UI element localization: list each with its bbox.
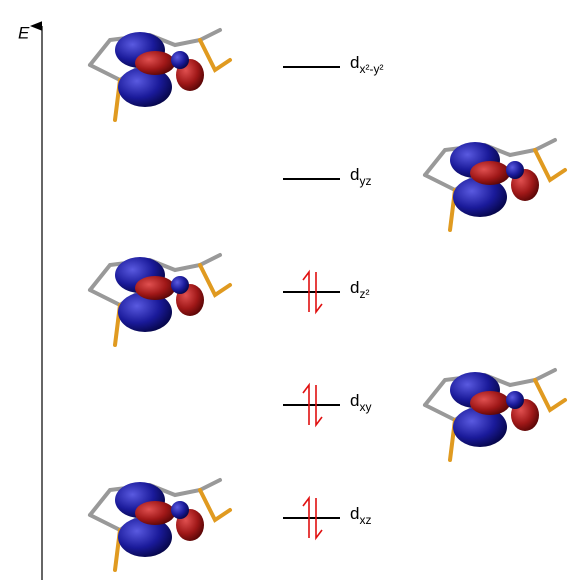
diagram: E dx²-y²dyzdz²dxydxz [0, 0, 568, 588]
orbital-base: d [350, 278, 359, 297]
orbital-subscript: z² [359, 287, 369, 301]
orbital-base: d [350, 53, 359, 72]
orbital-base: d [350, 504, 359, 523]
orbital-label: dxy [350, 391, 371, 414]
orbital-image [90, 30, 230, 120]
orbital-image [90, 480, 230, 570]
orbital-subscript: yz [359, 174, 371, 188]
orbital-label: dx²-y² [350, 53, 383, 76]
orbital-image [425, 140, 565, 230]
orbital-label: dxz [350, 504, 371, 527]
orbital-base: d [350, 165, 359, 184]
axis-label: E [18, 23, 30, 42]
orbital-base: d [350, 391, 359, 410]
orbital-subscript: x²-y² [359, 62, 383, 76]
orbital-image [90, 255, 230, 345]
orbital-label: dz² [350, 278, 369, 301]
orbital-subscript: xy [359, 400, 371, 414]
orbital-image [425, 370, 565, 460]
page: E dx²-y²dyzdz²dxydxz (() => { const data… [0, 0, 568, 588]
orbital-subscript: xz [359, 513, 371, 527]
orbital-label: dyz [350, 165, 371, 188]
